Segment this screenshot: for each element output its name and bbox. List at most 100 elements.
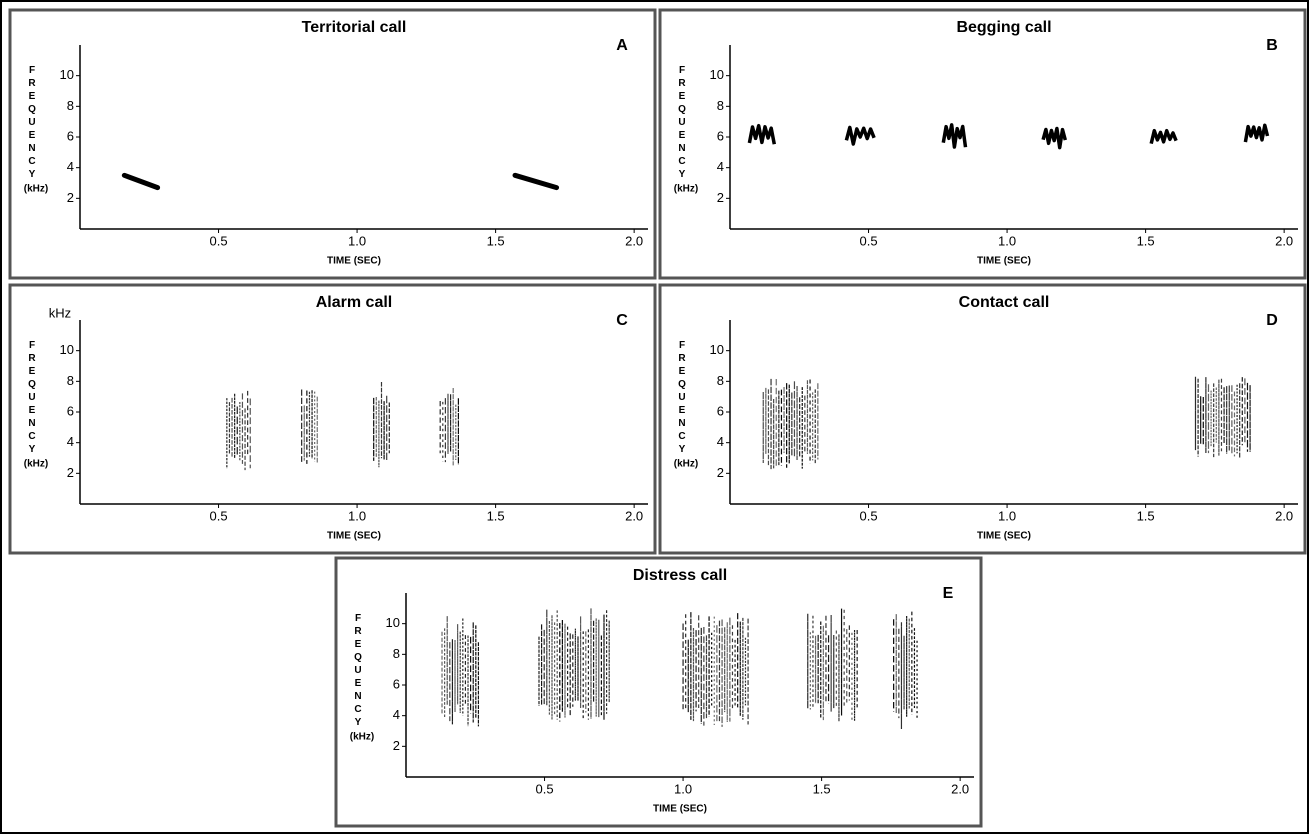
panel-label: D xyxy=(1266,312,1278,329)
panel-border xyxy=(658,283,1307,555)
x-tick-label: 0.5 xyxy=(209,508,227,523)
panel-border xyxy=(658,8,1307,280)
y-axis-unit: (kHz) xyxy=(24,459,48,470)
y-tick-label: 10 xyxy=(60,342,74,357)
chart-title: Territorial call xyxy=(302,19,407,36)
x-tick-label: 1.5 xyxy=(1137,233,1155,248)
y-tick-label: 10 xyxy=(710,342,724,357)
call xyxy=(807,608,858,723)
x-tick-label: 0.5 xyxy=(535,781,553,796)
y-tick-label: 6 xyxy=(717,128,724,143)
x-tick-label: 1.0 xyxy=(348,233,366,248)
x-tick-label: 2.0 xyxy=(625,233,643,248)
x-axis-label: TIME (SEC) xyxy=(977,531,1031,542)
call xyxy=(441,616,480,727)
call xyxy=(301,389,318,464)
panel-label: B xyxy=(1266,37,1278,54)
call-trace xyxy=(121,172,161,191)
panel: Alarm call C 2 4 6 8 10 0.5 1.0 1.5 2.0 TIME (SEC) F… xyxy=(8,283,657,555)
call xyxy=(1149,128,1178,145)
call xyxy=(538,608,610,722)
call-trace xyxy=(512,172,560,191)
x-tick-label: 0.5 xyxy=(859,508,877,523)
panel-border xyxy=(334,556,983,828)
y-tick-label: 2 xyxy=(393,738,400,753)
call-trace xyxy=(941,123,968,149)
panel: Contact call D 2 4 6 8 10 0.5 1.0 1.5 2.0 TIME (SEC… xyxy=(658,283,1307,555)
y-tick-label: 4 xyxy=(717,434,724,449)
x-tick-label: 2.0 xyxy=(1275,233,1293,248)
call xyxy=(121,172,161,191)
x-axis-label: TIME (SEC) xyxy=(653,804,707,815)
y-tick-label: 4 xyxy=(67,159,74,174)
y-tick-label: 10 xyxy=(710,67,724,82)
call xyxy=(1243,123,1270,143)
call xyxy=(941,123,968,149)
call-trace xyxy=(1243,123,1270,143)
call xyxy=(844,125,876,146)
y-axis-unit: (kHz) xyxy=(24,184,48,195)
call-trace xyxy=(747,123,777,145)
call xyxy=(893,611,918,729)
y-tick-label: 4 xyxy=(717,159,724,174)
call xyxy=(226,390,251,471)
x-tick-label: 0.5 xyxy=(859,233,877,248)
y-tick-label: 10 xyxy=(60,67,74,82)
x-tick-label: 1.5 xyxy=(487,508,505,523)
call xyxy=(439,387,459,466)
y-axis-top-label: kHz xyxy=(49,305,71,320)
x-tick-label: 0.5 xyxy=(209,233,227,248)
call xyxy=(682,612,749,727)
panel-border xyxy=(8,283,657,555)
y-tick-label: 4 xyxy=(393,707,400,722)
panel-border xyxy=(8,8,657,280)
call xyxy=(762,378,819,470)
call xyxy=(373,381,390,468)
x-axis-label: TIME (SEC) xyxy=(977,256,1031,267)
x-tick-label: 1.5 xyxy=(1137,508,1155,523)
y-tick-label: 8 xyxy=(717,98,724,113)
x-tick-label: 1.5 xyxy=(487,233,505,248)
y-tick-label: 6 xyxy=(67,128,74,143)
x-tick-label: 1.5 xyxy=(813,781,831,796)
y-tick-label: 6 xyxy=(67,403,74,418)
y-axis-unit: (kHz) xyxy=(674,184,698,195)
x-tick-label: 2.0 xyxy=(951,781,969,796)
y-tick-label: 10 xyxy=(386,615,400,630)
chart-title: Alarm call xyxy=(316,294,392,311)
chart-title: Contact call xyxy=(959,294,1050,311)
x-axis-label: TIME (SEC) xyxy=(327,256,381,267)
x-tick-label: 2.0 xyxy=(1275,508,1293,523)
y-tick-label: 4 xyxy=(67,434,74,449)
y-tick-label: 2 xyxy=(717,190,724,205)
chart-title: Begging call xyxy=(956,19,1051,36)
y-tick-label: 2 xyxy=(717,465,724,480)
call xyxy=(1041,126,1067,150)
x-tick-label: 1.0 xyxy=(998,508,1016,523)
x-tick-label: 1.0 xyxy=(998,233,1016,248)
x-tick-label: 2.0 xyxy=(625,508,643,523)
call-trace xyxy=(844,125,876,146)
y-tick-label: 2 xyxy=(67,190,74,205)
y-tick-label: 8 xyxy=(67,373,74,388)
y-tick-label: 8 xyxy=(393,646,400,661)
y-tick-label: 6 xyxy=(717,403,724,418)
chart-title: Distress call xyxy=(633,567,727,584)
panel-label: A xyxy=(616,37,628,54)
x-tick-label: 1.0 xyxy=(348,508,366,523)
panel-label: C xyxy=(616,312,628,329)
call-trace xyxy=(1149,128,1178,145)
panel: Begging call B 2 4 6 8 10 0.5 1.0 1.5 2.0 TIME (SEC… xyxy=(658,8,1307,280)
x-axis-label: TIME (SEC) xyxy=(327,531,381,542)
call-trace xyxy=(1041,126,1067,150)
x-tick-label: 1.0 xyxy=(674,781,692,796)
y-axis-unit: (kHz) xyxy=(674,459,698,470)
panel: Distress call E 2 4 6 8 10 0.5 1.0 1.5 2.0 TIME (SE… xyxy=(334,556,983,828)
y-tick-label: 2 xyxy=(67,465,74,480)
